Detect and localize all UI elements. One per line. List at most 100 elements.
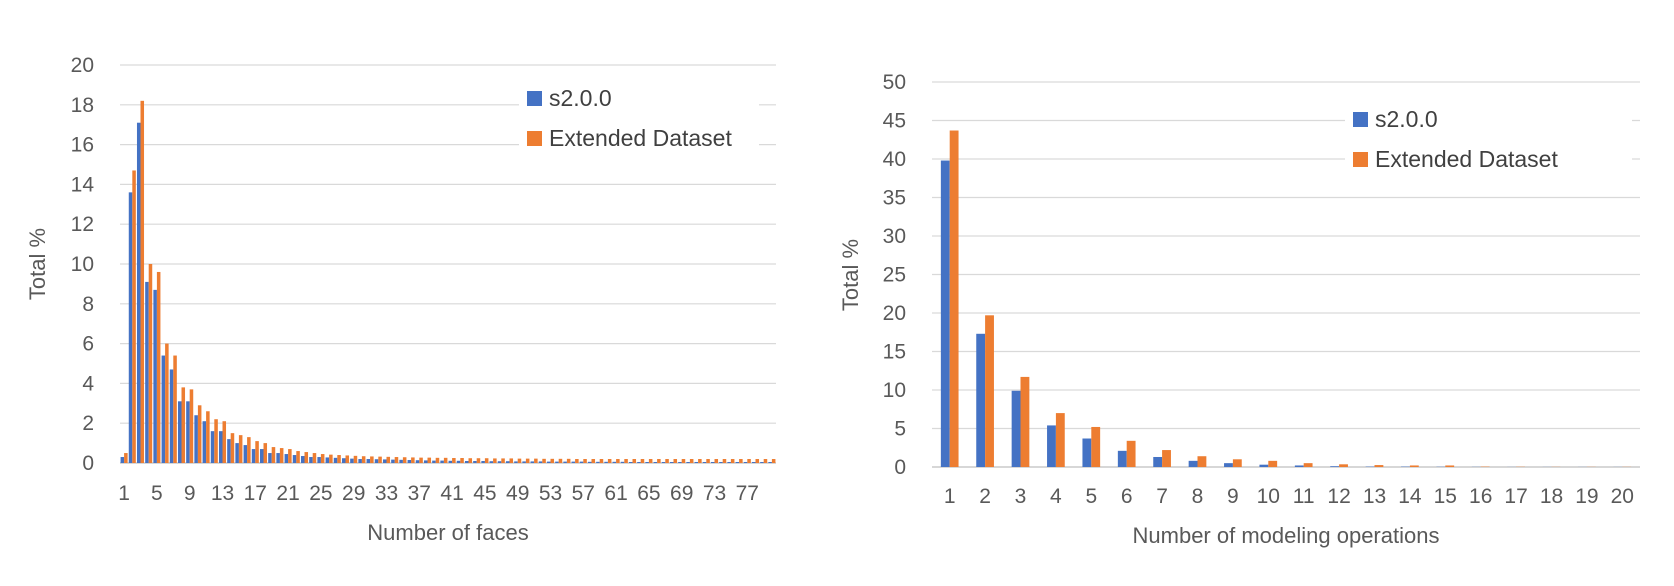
bar	[620, 461, 625, 463]
bar	[628, 462, 633, 463]
bar	[505, 461, 510, 463]
bar	[320, 454, 325, 463]
bar	[1224, 463, 1233, 467]
x-tick-label: 65	[637, 482, 660, 505]
bar	[189, 389, 194, 463]
bar	[1268, 460, 1278, 467]
bar	[238, 435, 243, 463]
bar	[427, 457, 432, 463]
bar	[648, 459, 653, 463]
bar	[136, 122, 141, 464]
x-tick-label: 25	[309, 482, 332, 505]
y-tick-label: 14	[71, 173, 95, 196]
bar	[735, 462, 740, 463]
bar	[165, 343, 169, 463]
bar	[432, 460, 436, 463]
bar	[665, 459, 669, 463]
bar	[386, 456, 391, 463]
bar	[525, 458, 530, 463]
bar	[722, 459, 727, 463]
x-tick-label: 17	[1504, 485, 1527, 508]
y-tick-label: 4	[82, 372, 94, 395]
bar	[186, 401, 190, 463]
bar	[689, 459, 694, 463]
x-tick-label: 15	[1434, 485, 1457, 508]
legend-swatch	[527, 91, 542, 106]
legend-swatch	[1353, 112, 1368, 127]
bar	[686, 462, 690, 463]
bar	[415, 460, 420, 463]
bar	[169, 369, 174, 463]
bar	[423, 460, 428, 463]
x-tick-label: 57	[572, 482, 595, 505]
bar	[476, 458, 481, 463]
bar	[366, 459, 371, 463]
bar	[402, 457, 407, 463]
bar	[1409, 465, 1419, 467]
bar	[464, 461, 469, 463]
bar	[456, 460, 461, 463]
bar	[333, 457, 338, 463]
series-2	[124, 100, 776, 463]
x-tick-label: 2	[979, 485, 991, 508]
bar	[694, 462, 699, 463]
bar	[1055, 413, 1065, 467]
bar	[468, 458, 473, 463]
bar	[596, 461, 600, 463]
legend: s2.0.0 Extended Dataset	[1345, 102, 1632, 194]
bar	[452, 458, 456, 463]
x-tick-label: 49	[506, 482, 529, 505]
bar	[374, 459, 379, 463]
bar	[657, 459, 661, 463]
bar	[337, 455, 341, 463]
x-axis-title: Number of modeling operations	[1133, 523, 1440, 548]
bar	[288, 449, 292, 463]
bar	[514, 461, 518, 463]
bar	[341, 458, 346, 463]
bar	[563, 461, 567, 463]
series-2	[949, 130, 1632, 467]
bar	[489, 461, 494, 463]
x-tick-label: 13	[211, 482, 234, 505]
bar	[673, 459, 678, 463]
bar	[312, 453, 317, 463]
y-axis-title: Total %	[25, 228, 50, 300]
x-tick-label: 14	[1398, 485, 1422, 508]
bar	[1020, 376, 1030, 467]
bar	[1117, 450, 1127, 467]
bar	[484, 458, 489, 463]
x-tick-label: 73	[703, 482, 726, 505]
x-tick-label: 45	[473, 482, 496, 505]
bar	[128, 192, 133, 464]
bar	[1091, 426, 1101, 467]
bar	[440, 460, 444, 463]
x-tick-label: 5	[151, 482, 163, 505]
bar	[156, 271, 161, 463]
bar	[230, 433, 235, 463]
bar	[706, 459, 710, 463]
bar	[599, 459, 604, 463]
bar	[1294, 465, 1304, 467]
x-tick-label: 1	[944, 485, 956, 508]
bar	[284, 454, 289, 463]
bar	[251, 449, 256, 463]
bar	[350, 458, 354, 463]
bar	[493, 458, 497, 463]
bar	[645, 462, 649, 463]
bar	[214, 419, 218, 463]
y-axis-title: Total %	[838, 239, 863, 311]
x-tick-label: 4	[1050, 485, 1062, 508]
bar	[271, 447, 276, 463]
bar	[194, 415, 198, 463]
x-tick-label: 37	[408, 482, 431, 505]
bar	[206, 411, 210, 463]
y-tick-label: 20	[883, 302, 906, 325]
x-tick-label: 5	[1085, 485, 1097, 508]
bar	[763, 459, 768, 463]
bar	[607, 459, 612, 463]
x-tick-label: 41	[440, 482, 463, 505]
x-tick-label: 9	[184, 482, 196, 505]
y-tick-label: 16	[71, 134, 94, 157]
bar	[132, 170, 136, 463]
